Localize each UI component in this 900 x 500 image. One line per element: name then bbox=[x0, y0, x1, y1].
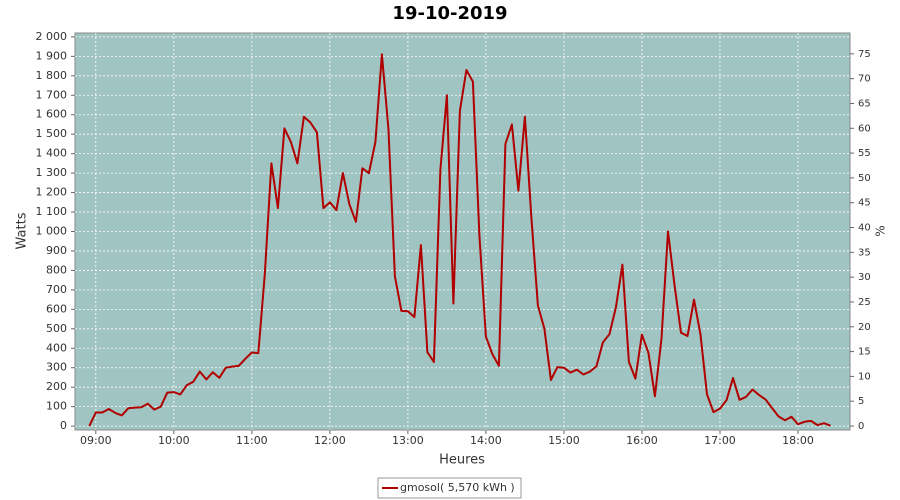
y-tick-label: 0 bbox=[60, 419, 67, 432]
x-axis-label: Heures bbox=[439, 453, 485, 468]
y2-tick-label: 65 bbox=[858, 98, 871, 109]
x-tick-label: 10:00 bbox=[158, 434, 190, 447]
y-tick-label: 500 bbox=[46, 322, 67, 335]
x-tick-label: 12:00 bbox=[314, 434, 346, 447]
y-tick-label: 300 bbox=[46, 361, 67, 374]
y-tick-label: 1 300 bbox=[36, 166, 68, 179]
x-tick-label: 13:00 bbox=[392, 434, 424, 447]
y2-tick-label: 50 bbox=[858, 173, 871, 184]
y-axis-label: Watts bbox=[15, 212, 30, 249]
y-tick-label: 700 bbox=[46, 283, 67, 296]
y-tick-label: 1 200 bbox=[36, 186, 68, 199]
y2-tick-label: 35 bbox=[858, 247, 871, 258]
y2-tick-label: 5 bbox=[858, 396, 864, 407]
y-tick-label: 600 bbox=[46, 302, 67, 315]
y2-axis-label: % bbox=[874, 225, 888, 236]
y2-tick-label: 30 bbox=[858, 272, 871, 283]
x-tick-label: 15:00 bbox=[548, 434, 580, 447]
y2-tick-label: 45 bbox=[858, 198, 871, 209]
y2-tick-label: 20 bbox=[858, 322, 871, 333]
y-tick-label: 1 800 bbox=[36, 69, 68, 82]
y-tick-label: 800 bbox=[46, 263, 67, 276]
chart-title: 19-10-2019 bbox=[392, 3, 507, 24]
x-tick-label: 16:00 bbox=[626, 434, 658, 447]
y2-tick-label: 55 bbox=[858, 148, 871, 159]
y-tick-label: 2 000 bbox=[36, 30, 68, 43]
x-tick-label: 09:00 bbox=[80, 434, 112, 447]
y-tick-label: 200 bbox=[46, 380, 67, 393]
y2-tick-label: 15 bbox=[858, 347, 871, 358]
y2-tick-label: 0 bbox=[858, 421, 864, 432]
y2-tick-label: 40 bbox=[858, 223, 871, 234]
y-tick-label: 400 bbox=[46, 341, 67, 354]
y2-tick-label: 10 bbox=[858, 371, 871, 382]
line-series bbox=[88, 53, 831, 427]
y2-tick-label: 70 bbox=[858, 74, 871, 85]
y-tick-label: 1 900 bbox=[36, 49, 68, 62]
x-tick-label: 18:00 bbox=[782, 434, 814, 447]
y-tick-label: 1 400 bbox=[36, 147, 68, 160]
y-tick-label: 1 700 bbox=[36, 88, 68, 101]
y-tick-label: 900 bbox=[46, 244, 67, 257]
y2-tick-label: 60 bbox=[858, 123, 871, 134]
y2-tick-label: 75 bbox=[858, 49, 871, 60]
y-tick-label: 1 600 bbox=[36, 108, 68, 121]
x-tick-label: 17:00 bbox=[704, 434, 736, 447]
x-tick-label: 14:00 bbox=[470, 434, 502, 447]
y-tick-label: 100 bbox=[46, 400, 67, 413]
y-tick-label: 1 500 bbox=[36, 127, 68, 140]
y-tick-label: 1 100 bbox=[36, 205, 68, 218]
y2-tick-label: 25 bbox=[858, 297, 871, 308]
legend-label: gmosol( 5,570 kWh ) bbox=[400, 481, 515, 494]
y-tick-label: 1 000 bbox=[36, 225, 68, 238]
x-tick-label: 11:00 bbox=[236, 434, 268, 447]
legend-box bbox=[377, 477, 522, 499]
